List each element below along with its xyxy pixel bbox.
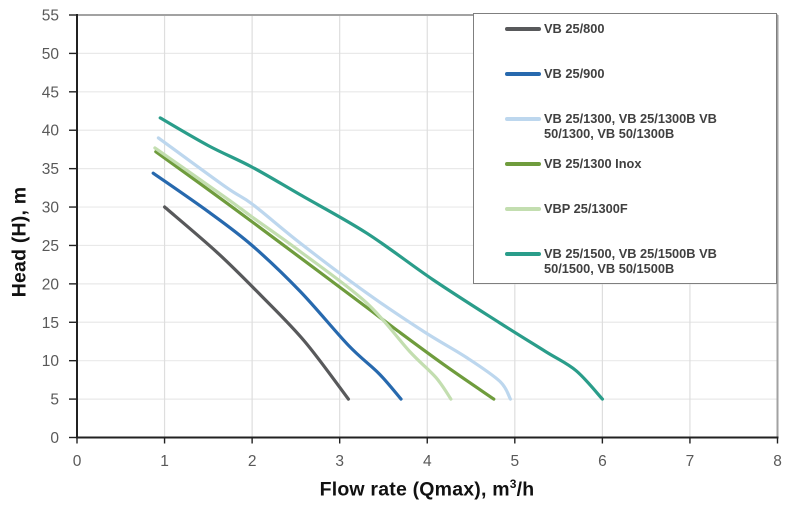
legend-swatch-line: [505, 117, 541, 121]
x-axis-title-unit: /h: [516, 478, 535, 501]
legend-swatch-line: [505, 72, 541, 76]
legend-label: VB 25/1300, VB 25/1300B VB 50/1300, VB 50…: [544, 111, 717, 141]
legend-item: VB 25/900: [505, 66, 770, 111]
curve-vb-25-800: [163, 205, 350, 401]
x-tick-label: 6: [598, 453, 607, 470]
x-tick-label: 7: [686, 453, 695, 470]
y-tick-label: 40: [42, 123, 60, 140]
legend-label: VB 25/1500, VB 25/1500B VB 50/1500, VB 50…: [544, 246, 717, 276]
x-axis-title-text: Flow rate (Qmax), m: [319, 478, 510, 501]
y-tick-label: 35: [42, 161, 59, 178]
y-tick-label: 20: [42, 276, 60, 293]
curve-vb-25-1500-vb-25-1500b-vb-50-1500-vb-50-1500b: [158, 116, 604, 401]
x-tick-label: 0: [73, 453, 82, 470]
y-tick-label: 10: [42, 353, 60, 370]
legend-label: VB 25/900: [544, 66, 605, 81]
curve-vb-25-900: [151, 171, 403, 401]
x-tick-label: 2: [248, 453, 257, 470]
legend-label: VB 25/800: [544, 21, 605, 36]
y-tick-label: 50: [42, 46, 60, 63]
x-tick-label: 8: [773, 453, 782, 470]
legend-swatch-line: [505, 207, 541, 211]
legend-swatch-line: [505, 252, 541, 256]
x-axis-title-superscript: 3: [509, 477, 517, 491]
legend-label: VB 25/1300 Inox: [544, 156, 642, 171]
legend-item: VB 25/1300 Inox: [505, 156, 770, 201]
x-tick-label: 3: [335, 453, 344, 470]
y-tick-label: 25: [42, 238, 59, 255]
legend-item: VB 25/1500, VB 25/1500B VB 50/1500, VB 50…: [505, 246, 770, 291]
x-tick-label: 5: [511, 453, 520, 470]
y-tick-label: 45: [42, 84, 59, 101]
x-tick-label: 4: [423, 453, 432, 470]
legend-item: VBP 25/1300F: [505, 201, 770, 246]
y-tick-label: 15: [42, 315, 59, 332]
legend-swatch-line: [505, 162, 541, 166]
y-tick-label: 0: [50, 430, 59, 447]
legend-item: VB 25/800: [505, 21, 770, 66]
x-tick-label: 1: [160, 453, 169, 470]
curve-vb-25-1300-vb-25-1300b-vb-50-1300-vb-50-1300b: [156, 136, 512, 401]
y-tick-label: 5: [50, 392, 59, 409]
legend-item: VB 25/1300, VB 25/1300B VB 50/1300, VB 50…: [505, 111, 770, 156]
legend-swatch-line: [505, 27, 541, 31]
x-axis-title: Flow rate (Qmax), m3/h: [77, 477, 777, 502]
curve-vbp-25-1300f: [153, 146, 453, 401]
y-tick-label: 30: [42, 200, 60, 217]
legend-label: VBP 25/1300F: [544, 201, 628, 216]
y-axis-title: Head (H), m: [8, 186, 31, 298]
legend: VB 25/800 VB 25/900 VB 25/1300, VB 25/1300…: [473, 13, 777, 284]
y-tick-label: 55: [42, 8, 59, 25]
curve-vb-25-1300-inox: [154, 150, 496, 401]
